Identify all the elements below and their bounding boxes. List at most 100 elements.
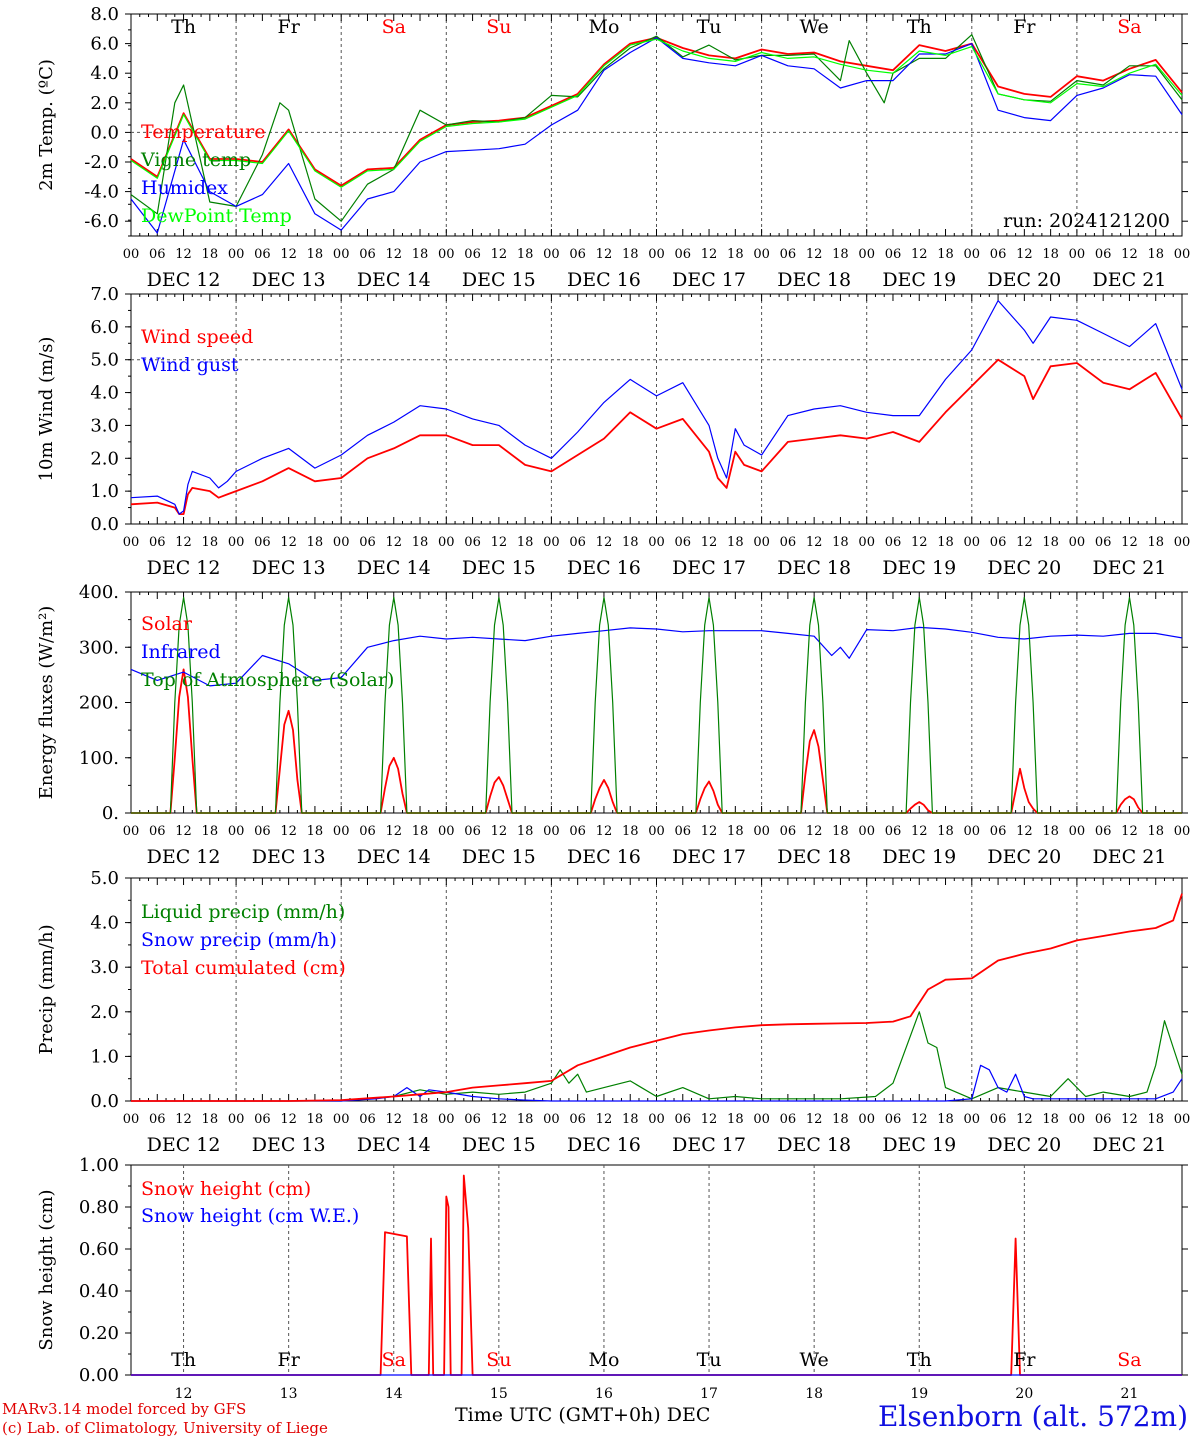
x-date-label: DEC 14 xyxy=(357,557,431,579)
day-of-week-label: Fr xyxy=(278,16,301,38)
y-axis-label: 2m Temp. (ºC) xyxy=(36,59,57,191)
x-date-label: DEC 16 xyxy=(567,846,641,868)
x-date-label: DEC 19 xyxy=(882,269,956,291)
x-axis-title-month: DEC xyxy=(666,1404,711,1426)
x-hour-label: 18 xyxy=(1147,824,1164,839)
x-hour-label: 12 xyxy=(385,535,402,550)
x-hour-label: 06 xyxy=(464,824,481,839)
legend-entry: Vigne temp xyxy=(140,149,251,171)
x-hour-label: 00 xyxy=(1069,1112,1086,1127)
x-hour-label: 06 xyxy=(464,247,481,262)
x-hour-label: 18 xyxy=(202,535,219,550)
day-of-week-label: Sa xyxy=(382,16,406,38)
y-tick-label: 0.20 xyxy=(79,1323,119,1344)
x-hour-label: 18 xyxy=(1147,247,1164,262)
x-hour-label: 00 xyxy=(333,535,350,550)
series-line-1 xyxy=(130,626,1183,687)
x-hour-label: 06 xyxy=(359,1112,376,1127)
series-line-2 xyxy=(131,596,1182,814)
x-hour-label: 00 xyxy=(228,824,245,839)
x-hour-label: 18 xyxy=(1147,535,1164,550)
x-hour-label: 06 xyxy=(675,1112,692,1127)
x-hour-label: 06 xyxy=(569,824,586,839)
x-hour-label: 18 xyxy=(202,247,219,262)
x-date-label: DEC 12 xyxy=(147,269,221,291)
x-hour-label: 18 xyxy=(1042,535,1059,550)
date-number-label: 19 xyxy=(910,1386,928,1400)
y-tick-label: 100. xyxy=(79,748,119,769)
x-hour-label: 12 xyxy=(701,824,718,839)
day-of-week-label: Th xyxy=(171,16,196,38)
x-date-label: DEC 14 xyxy=(357,269,431,291)
x-hour-label: 06 xyxy=(569,535,586,550)
x-date-label: DEC 15 xyxy=(462,846,536,868)
x-hour-label: 00 xyxy=(438,1112,455,1127)
x-hour-label: 12 xyxy=(701,1112,718,1127)
x-hour-label: 00 xyxy=(333,247,350,262)
x-hour-label: 12 xyxy=(491,247,508,262)
x-hour-label: 06 xyxy=(675,535,692,550)
legend-entry: Wind gust xyxy=(141,354,239,376)
x-hour-label: 12 xyxy=(491,535,508,550)
x-hour-label: 00 xyxy=(228,535,245,550)
y-tick-label: 4.0 xyxy=(90,63,119,84)
station-name: Elsenborn (alt. 572m) xyxy=(877,1400,1188,1433)
y-tick-label: 0.00 xyxy=(79,1365,119,1386)
x-hour-label: 00 xyxy=(228,1112,245,1127)
y-tick-label: 4.0 xyxy=(90,383,119,404)
x-hour-label: 12 xyxy=(1121,535,1138,550)
y-tick-label: 3.0 xyxy=(90,415,119,436)
x-date-label: DEC 17 xyxy=(672,846,746,868)
x-hour-label: 00 xyxy=(648,247,665,262)
x-hour-label: 12 xyxy=(806,247,823,262)
x-hour-label: 12 xyxy=(911,1112,928,1127)
x-hour-label: 18 xyxy=(727,824,744,839)
x-hour-label: 18 xyxy=(727,535,744,550)
day-of-week-label: Sa xyxy=(382,1349,406,1371)
y-tick-label: 200. xyxy=(79,693,119,714)
y-tick-label: 6.0 xyxy=(90,34,119,55)
x-hour-label: 12 xyxy=(596,1112,613,1127)
x-hour-label: 18 xyxy=(307,1112,324,1127)
x-hour-label: 12 xyxy=(280,535,297,550)
y-tick-label: 2.0 xyxy=(90,93,119,114)
day-of-week-label: Th xyxy=(907,1349,932,1371)
x-hour-label: 12 xyxy=(280,1112,297,1127)
date-number-label: 12 xyxy=(175,1386,193,1400)
legend-entry: Solar xyxy=(141,613,193,635)
x-hour-label: 12 xyxy=(1016,535,1033,550)
y-tick-label: -4.0 xyxy=(84,182,119,203)
legend-entry: Humidex xyxy=(141,177,228,199)
x-hour-label: 00 xyxy=(228,247,245,262)
y-tick-label: 1.0 xyxy=(90,481,119,502)
y-tick-label: -2.0 xyxy=(84,152,119,173)
x-hour-label: 06 xyxy=(780,824,797,839)
x-hour-label: 06 xyxy=(1095,824,1112,839)
x-hour-label: 00 xyxy=(858,824,875,839)
x-hour-label: 18 xyxy=(1147,1112,1164,1127)
day-of-week-label: Sa xyxy=(1117,16,1141,38)
x-hour-label: 00 xyxy=(1174,535,1191,550)
x-hour-label: 12 xyxy=(701,535,718,550)
x-hour-label: 06 xyxy=(990,247,1007,262)
series-line-1 xyxy=(130,34,1183,222)
x-hour-label: 12 xyxy=(806,1112,823,1127)
y-tick-label: 0.0 xyxy=(90,514,119,535)
x-hour-label: 12 xyxy=(701,247,718,262)
day-of-week-label: Fr xyxy=(1013,16,1036,38)
x-hour-label: 18 xyxy=(412,535,429,550)
legend-entry: Infrared xyxy=(141,641,221,663)
x-date-label: DEC 13 xyxy=(252,557,326,579)
x-hour-label: 18 xyxy=(622,824,639,839)
legend-entry: Snow precip (mm/h) xyxy=(141,929,337,951)
date-number-label: 16 xyxy=(595,1386,613,1400)
x-hour-label: 00 xyxy=(543,824,560,839)
x-hour-label: 18 xyxy=(307,535,324,550)
x-date-label: DEC 18 xyxy=(777,1134,851,1156)
date-number-label: 18 xyxy=(805,1386,823,1400)
x-hour-label: 00 xyxy=(964,1112,981,1127)
x-date-label: DEC 15 xyxy=(462,269,536,291)
x-axis-title-text: Time UTC (GMT+0h) xyxy=(455,1404,661,1426)
x-hour-label: 00 xyxy=(1069,247,1086,262)
y-tick-label: 2.0 xyxy=(90,448,119,469)
